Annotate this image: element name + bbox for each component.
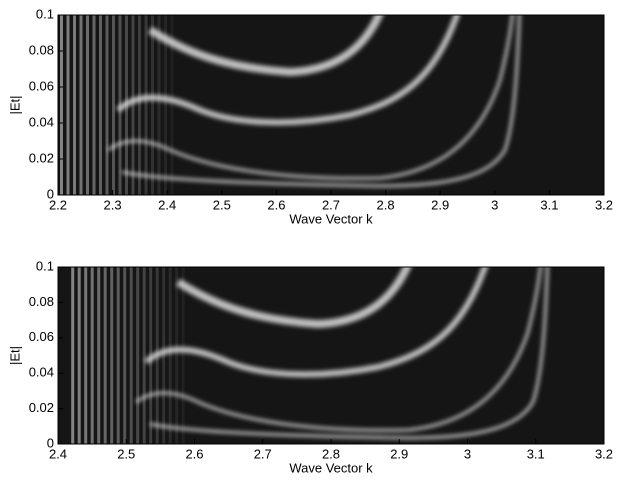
fringe — [112, 15, 115, 195]
x-tick-label: 2.8 — [322, 446, 340, 461]
y-axis-label: |Et| — [7, 95, 22, 114]
fringe — [151, 15, 154, 195]
band — [116, 15, 461, 126]
fringe — [142, 267, 146, 444]
fringe — [123, 267, 127, 444]
fringe — [99, 15, 102, 195]
fringe — [116, 267, 120, 444]
fringe — [73, 15, 76, 195]
x-tick-label: 2.7 — [322, 197, 340, 212]
fringe — [129, 267, 133, 444]
fringe — [110, 267, 114, 444]
x-tick-label: 3 — [464, 446, 471, 461]
fringe — [84, 267, 88, 444]
x-axis-label: Wave Vector k — [289, 211, 373, 226]
image-area — [58, 267, 604, 444]
fringe — [157, 15, 161, 195]
fringe — [60, 15, 63, 195]
fringe — [181, 267, 185, 444]
band — [107, 15, 514, 180]
y-tick-label: 0.08 — [29, 42, 54, 57]
background — [58, 267, 604, 444]
x-tick-label: 2.2 — [49, 197, 67, 212]
x-tick-label: 2.4 — [49, 446, 67, 461]
x-tick-label: 2.6 — [185, 446, 203, 461]
x-tick-label: 3.2 — [595, 446, 613, 461]
x-tick-label: 2.6 — [267, 197, 285, 212]
fringe — [79, 15, 83, 195]
x-tick-label: 2.7 — [254, 446, 272, 461]
y-tick-label: 0.08 — [29, 294, 54, 309]
band — [135, 267, 542, 432]
y-tick-label: 0.02 — [29, 400, 54, 415]
fringe — [136, 267, 140, 444]
fringe — [105, 15, 109, 195]
fringe — [90, 267, 94, 444]
y-axis-label: |Et| — [7, 346, 22, 365]
fringe — [71, 267, 75, 444]
x-tick-label: 3 — [491, 197, 498, 212]
x-tick-label: 3.1 — [527, 446, 545, 461]
x-tick-label: 2.3 — [104, 197, 122, 212]
band — [175, 267, 412, 329]
x-tick-label: 2.5 — [213, 197, 231, 212]
fringe — [92, 15, 96, 195]
bands — [135, 267, 549, 440]
fringe — [170, 15, 174, 195]
y-tick-label: 0 — [47, 186, 54, 201]
fringe — [138, 15, 141, 195]
fringe — [162, 267, 166, 444]
fringe — [77, 267, 81, 444]
x-tick-label: 2.9 — [431, 197, 449, 212]
band — [121, 15, 521, 188]
band — [147, 15, 384, 77]
bands — [107, 15, 521, 188]
x-tick-label: 2.4 — [158, 197, 176, 212]
y-tick-label: 0.04 — [29, 365, 54, 380]
fringe — [164, 15, 167, 195]
band — [144, 267, 489, 378]
fringe — [175, 267, 179, 444]
y-tick-label: 0.04 — [29, 114, 54, 129]
y-tick-label: 0 — [47, 435, 54, 450]
y-tick-label: 0.06 — [29, 329, 54, 344]
fringe — [66, 15, 70, 195]
y-tick-label: 0.02 — [29, 150, 54, 165]
image-area — [58, 15, 604, 195]
y-tick-label: 0.1 — [36, 6, 54, 21]
x-axis-label: Wave Vector k — [289, 460, 373, 475]
y-tick-label: 0.1 — [36, 258, 54, 273]
x-tick-label: 2.5 — [117, 446, 135, 461]
x-tick-label: 2.9 — [390, 446, 408, 461]
fringe — [168, 267, 172, 444]
fringe — [97, 267, 101, 444]
y-tick-label: 0.06 — [29, 78, 54, 93]
fringe — [103, 267, 107, 444]
band — [149, 267, 549, 440]
x-tick-label: 2.8 — [377, 197, 395, 212]
fringe — [86, 15, 89, 195]
fringe — [131, 15, 135, 195]
x-tick-label: 3.2 — [595, 197, 613, 212]
x-tick-label: 3.1 — [540, 197, 558, 212]
fringe — [144, 15, 148, 195]
